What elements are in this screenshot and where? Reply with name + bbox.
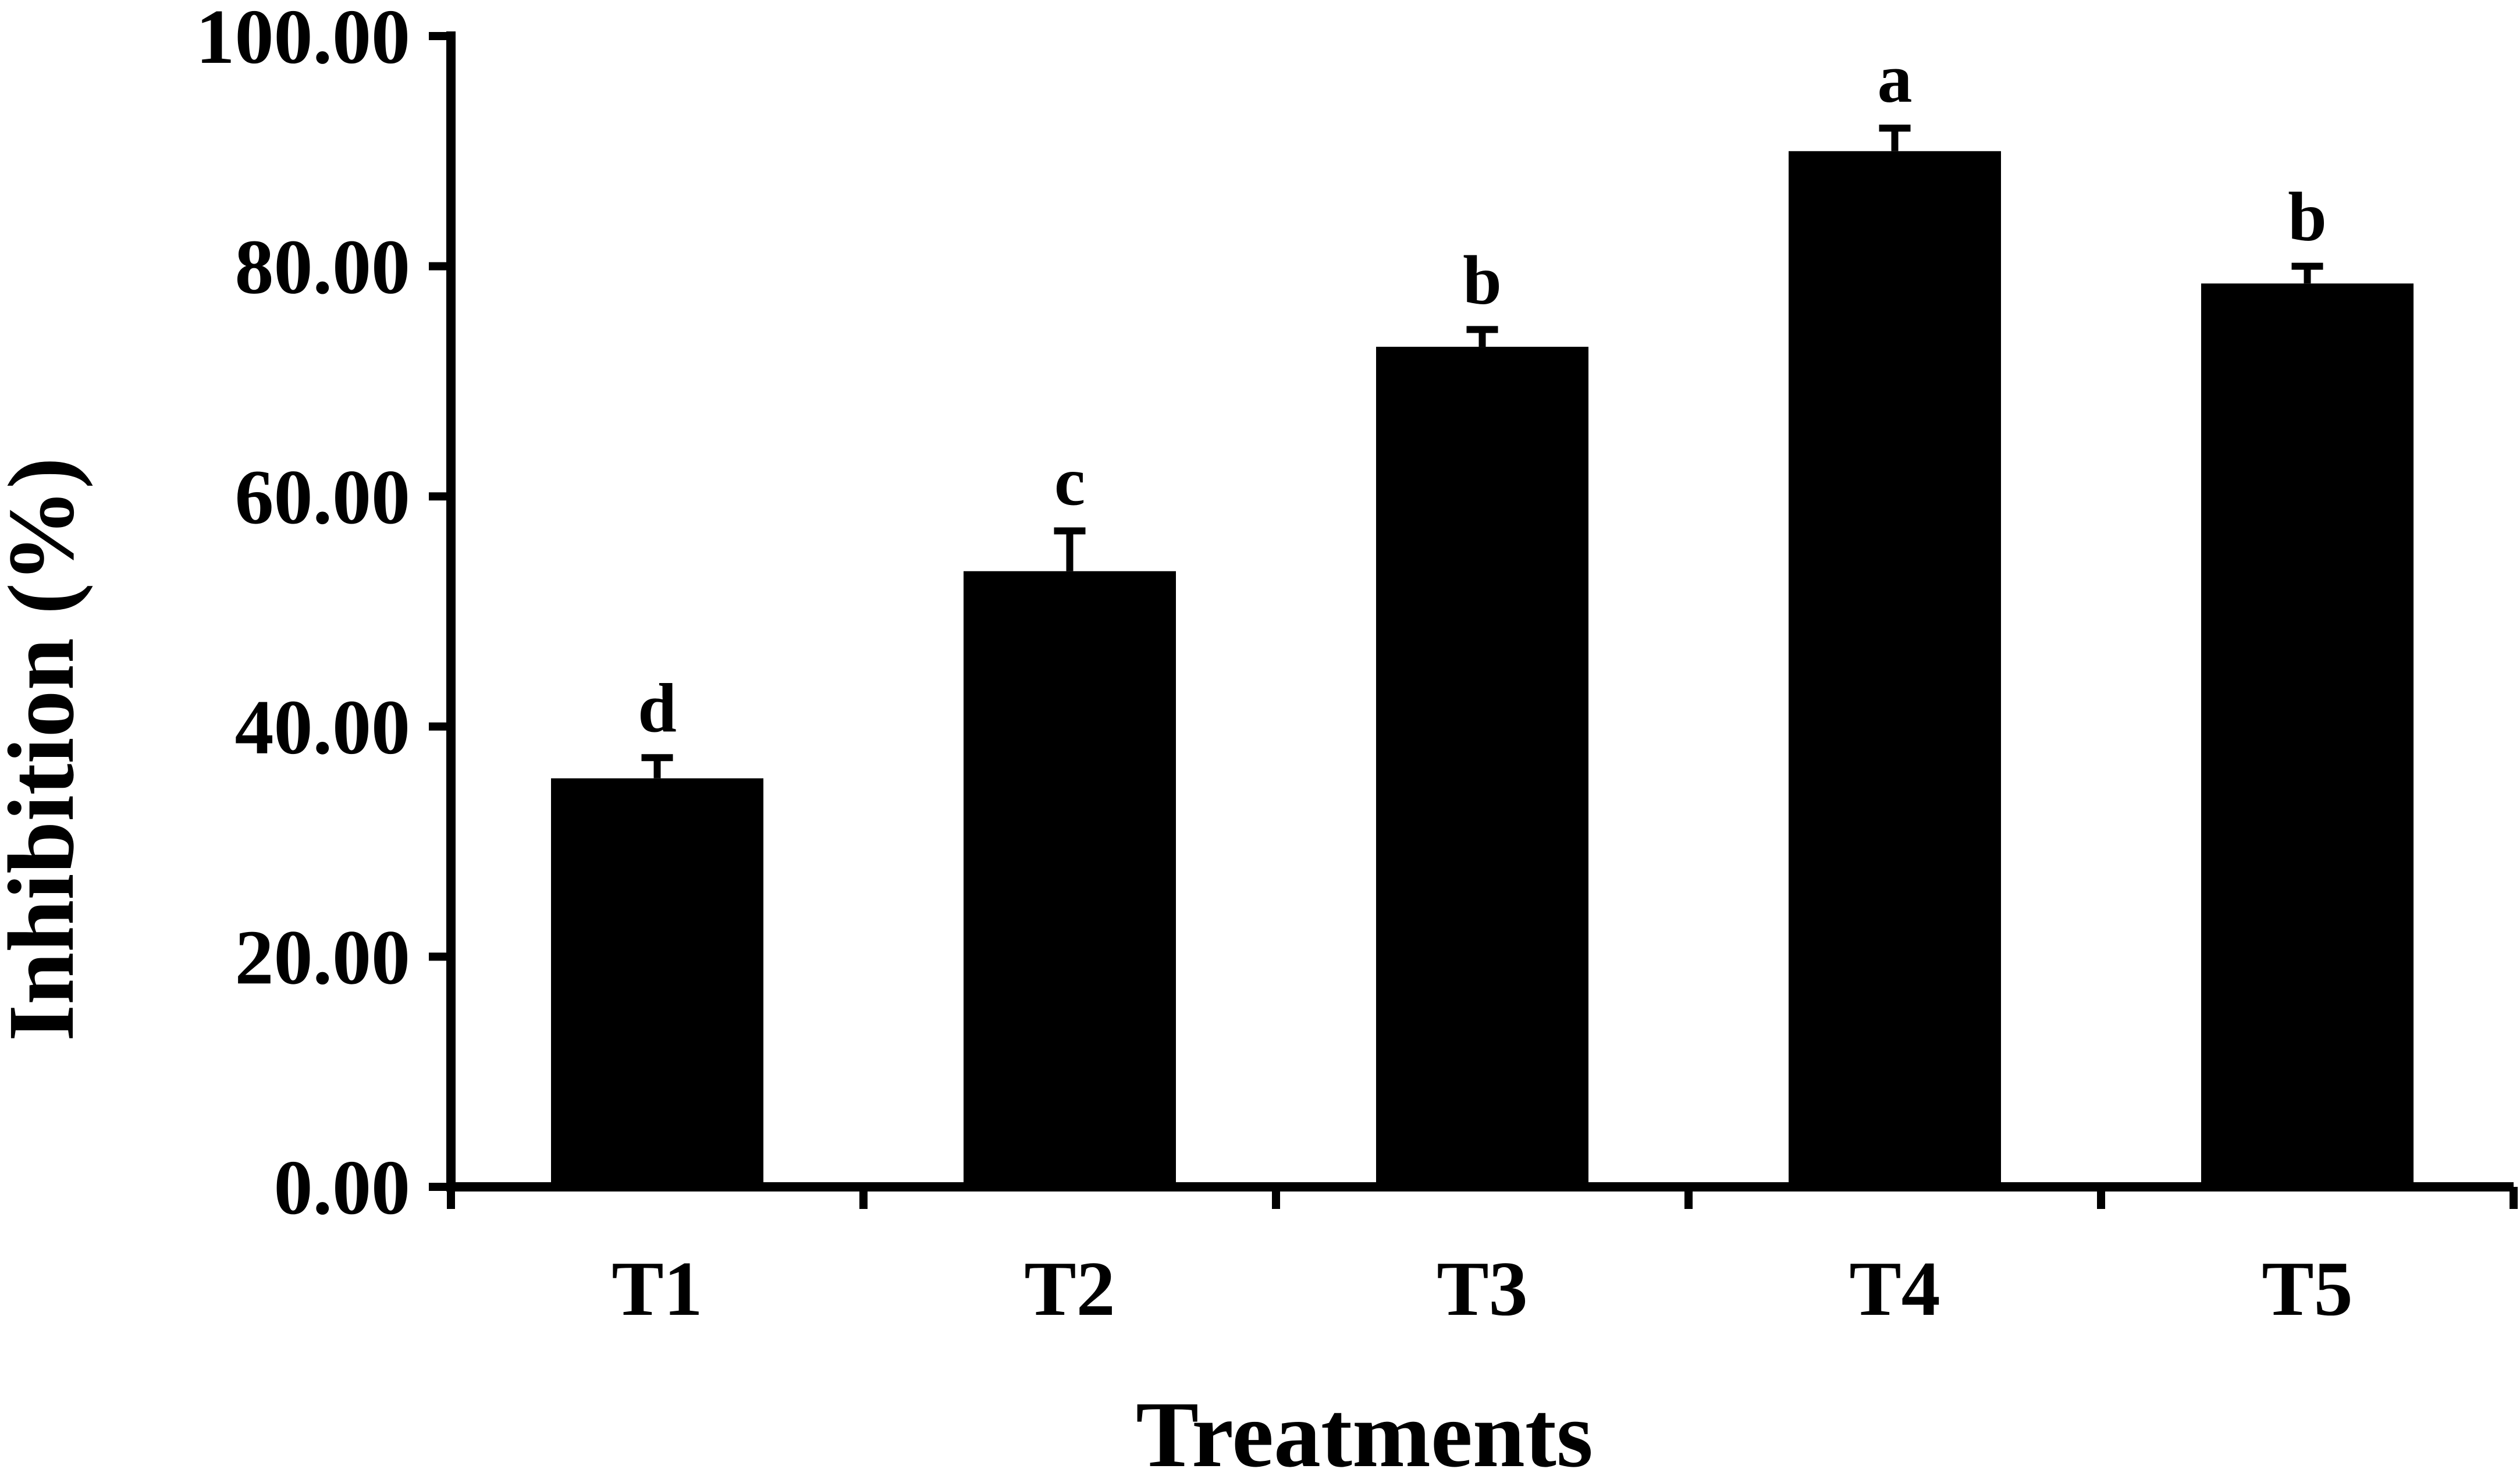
y-tick-label: 0.00	[274, 1144, 411, 1230]
x-tick-label: T4	[1849, 1246, 1940, 1332]
x-tick-labels: T1 T2 T3 T4 T5	[612, 1246, 2352, 1332]
significance-letter: c	[1054, 443, 1085, 520]
y-tick-label: 100.00	[196, 0, 411, 80]
error-bars	[641, 125, 2323, 778]
bar-t1	[551, 778, 763, 1187]
x-tick-label: T2	[1024, 1246, 1115, 1332]
bar-t2	[964, 571, 1176, 1187]
significance-letter: d	[638, 669, 677, 746]
bar-t3	[1376, 347, 1588, 1187]
y-tick-label: 20.00	[235, 914, 411, 1000]
y-axis-title: Inhibition (%)	[0, 457, 94, 1041]
x-tick-label: T3	[1437, 1246, 1527, 1332]
significance-letter: b	[1463, 241, 1502, 318]
y-tick-labels: 0.00 20.00 40.00 60.00 80.00 100.00	[196, 0, 411, 1230]
bar-t5	[2201, 283, 2414, 1187]
bars	[551, 151, 2414, 1187]
x-axis-title: Treatments	[1136, 1383, 1593, 1476]
x-tick-label: T5	[2262, 1246, 2352, 1332]
y-tick-label: 60.00	[235, 454, 411, 540]
x-tick-label: T1	[612, 1246, 702, 1332]
significance-letter: a	[1878, 40, 1913, 117]
y-tick-label: 40.00	[235, 684, 411, 770]
significance-letter: b	[2288, 178, 2327, 255]
bar-t4	[1789, 151, 2001, 1187]
y-tick-label: 80.00	[235, 224, 411, 310]
significance-letters: d c b a b	[638, 40, 2327, 746]
